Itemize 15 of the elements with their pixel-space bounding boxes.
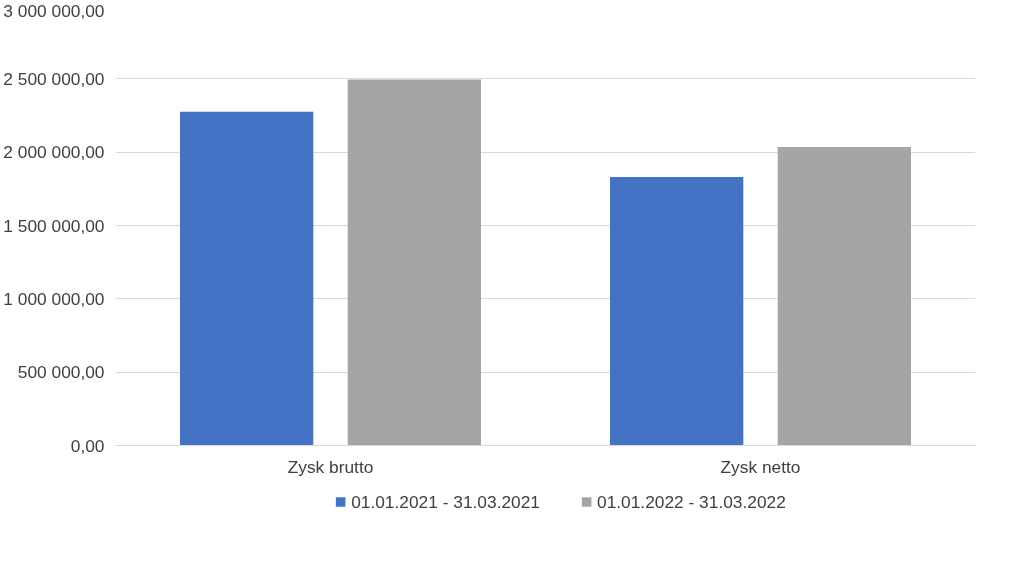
bar	[347, 79, 481, 446]
x-tick-label: Zysk brutto	[287, 456, 374, 477]
y-tick-label: 2 000 000,00	[3, 142, 105, 163]
y-tick-label: 1 500 000,00	[3, 215, 105, 236]
bar	[610, 177, 744, 446]
y-tick-label: 3 000 000,00	[3, 0, 105, 21]
y-tick-label: 0,00	[70, 435, 105, 456]
x-tick-label: Zysk netto	[720, 456, 801, 477]
y-tick-label: 1 000 000,00	[3, 288, 105, 309]
legend-label: 01.01.2021 - 31.03.2021	[351, 491, 540, 512]
y-tick-label: 2 500 000,00	[3, 68, 105, 89]
bar	[180, 111, 314, 446]
y-tick-label: 500 000,00	[17, 362, 105, 383]
legend-label: 01.01.2022 - 31.03.2022	[597, 491, 786, 512]
bar	[777, 147, 911, 446]
